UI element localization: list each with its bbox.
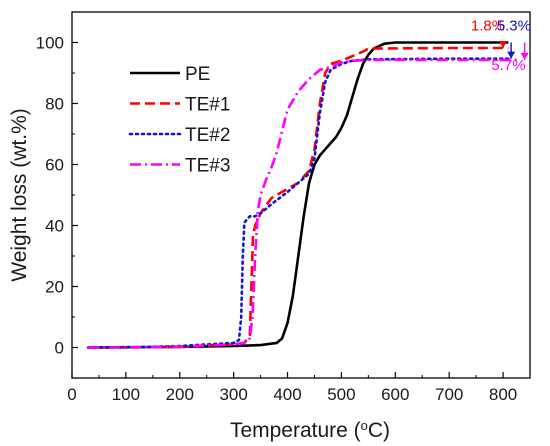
y-axis-title: Weight loss (wt.%) xyxy=(8,108,31,282)
y-axis: 0 20 40 60 80 100 xyxy=(36,11,78,379)
x-tick-label: 100 xyxy=(112,385,140,404)
x-axis: 0 100 200 300 400 500 600 700 800 xyxy=(67,372,517,404)
annotation-label: 1.8% xyxy=(471,17,505,34)
annotation-label: 5.3% xyxy=(497,17,531,34)
x-tick-label: 700 xyxy=(435,385,463,404)
y-tick-label: 60 xyxy=(45,156,64,175)
legend-label: TE#1 xyxy=(185,95,230,116)
series-layer xyxy=(86,41,520,349)
marker-arrow xyxy=(507,51,516,59)
y-tick-label: 20 xyxy=(45,278,64,297)
x-tick-label: 0 xyxy=(67,385,76,404)
annotations: 1.8%5.3% 5.7% xyxy=(471,17,531,74)
y-tick-label: 100 xyxy=(36,34,64,53)
marker-arrow xyxy=(520,52,529,60)
x-tick-label: 300 xyxy=(219,385,247,404)
marker-arrow xyxy=(499,40,508,48)
series-line-te2 xyxy=(86,57,513,349)
y-tick-label: 40 xyxy=(45,217,64,236)
x-axis-title: Temperature (oC) xyxy=(230,418,390,443)
legend: PE TE#1 TE#2 TE#3 xyxy=(128,64,230,177)
x-tick-label: 400 xyxy=(273,385,301,404)
plot-frame xyxy=(71,11,531,379)
series-line-pe xyxy=(88,41,509,349)
plot-area xyxy=(71,11,531,379)
difference-markers xyxy=(499,40,529,60)
series-line-te3 xyxy=(88,58,520,349)
x-tick-label: 200 xyxy=(166,385,194,404)
x-tick-label: 800 xyxy=(489,385,517,404)
x-tick-label: 500 xyxy=(327,385,355,404)
legend-label: PE xyxy=(185,64,210,85)
x-tick-label: 600 xyxy=(381,385,409,404)
legend-label: TE#2 xyxy=(185,125,230,146)
y-tick-label: 80 xyxy=(45,95,64,114)
y-tick-label: 0 xyxy=(55,339,64,358)
annotation-label: 5.7% xyxy=(491,57,525,74)
series-line-te1 xyxy=(88,46,509,349)
legend-label: TE#3 xyxy=(185,156,230,177)
